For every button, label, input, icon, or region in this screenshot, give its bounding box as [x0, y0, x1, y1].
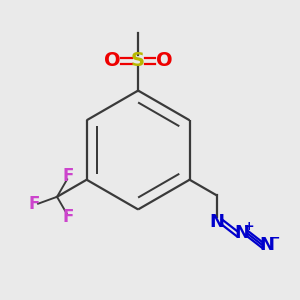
Text: O: O [156, 51, 172, 70]
Text: N: N [260, 236, 274, 254]
Text: N: N [209, 213, 224, 231]
Text: S: S [131, 51, 145, 70]
Text: +: + [244, 220, 255, 233]
Text: −: − [269, 232, 280, 244]
Text: O: O [103, 51, 120, 70]
Text: F: F [62, 167, 74, 185]
Text: N: N [234, 224, 249, 242]
Text: F: F [62, 208, 74, 226]
Text: F: F [29, 195, 40, 213]
